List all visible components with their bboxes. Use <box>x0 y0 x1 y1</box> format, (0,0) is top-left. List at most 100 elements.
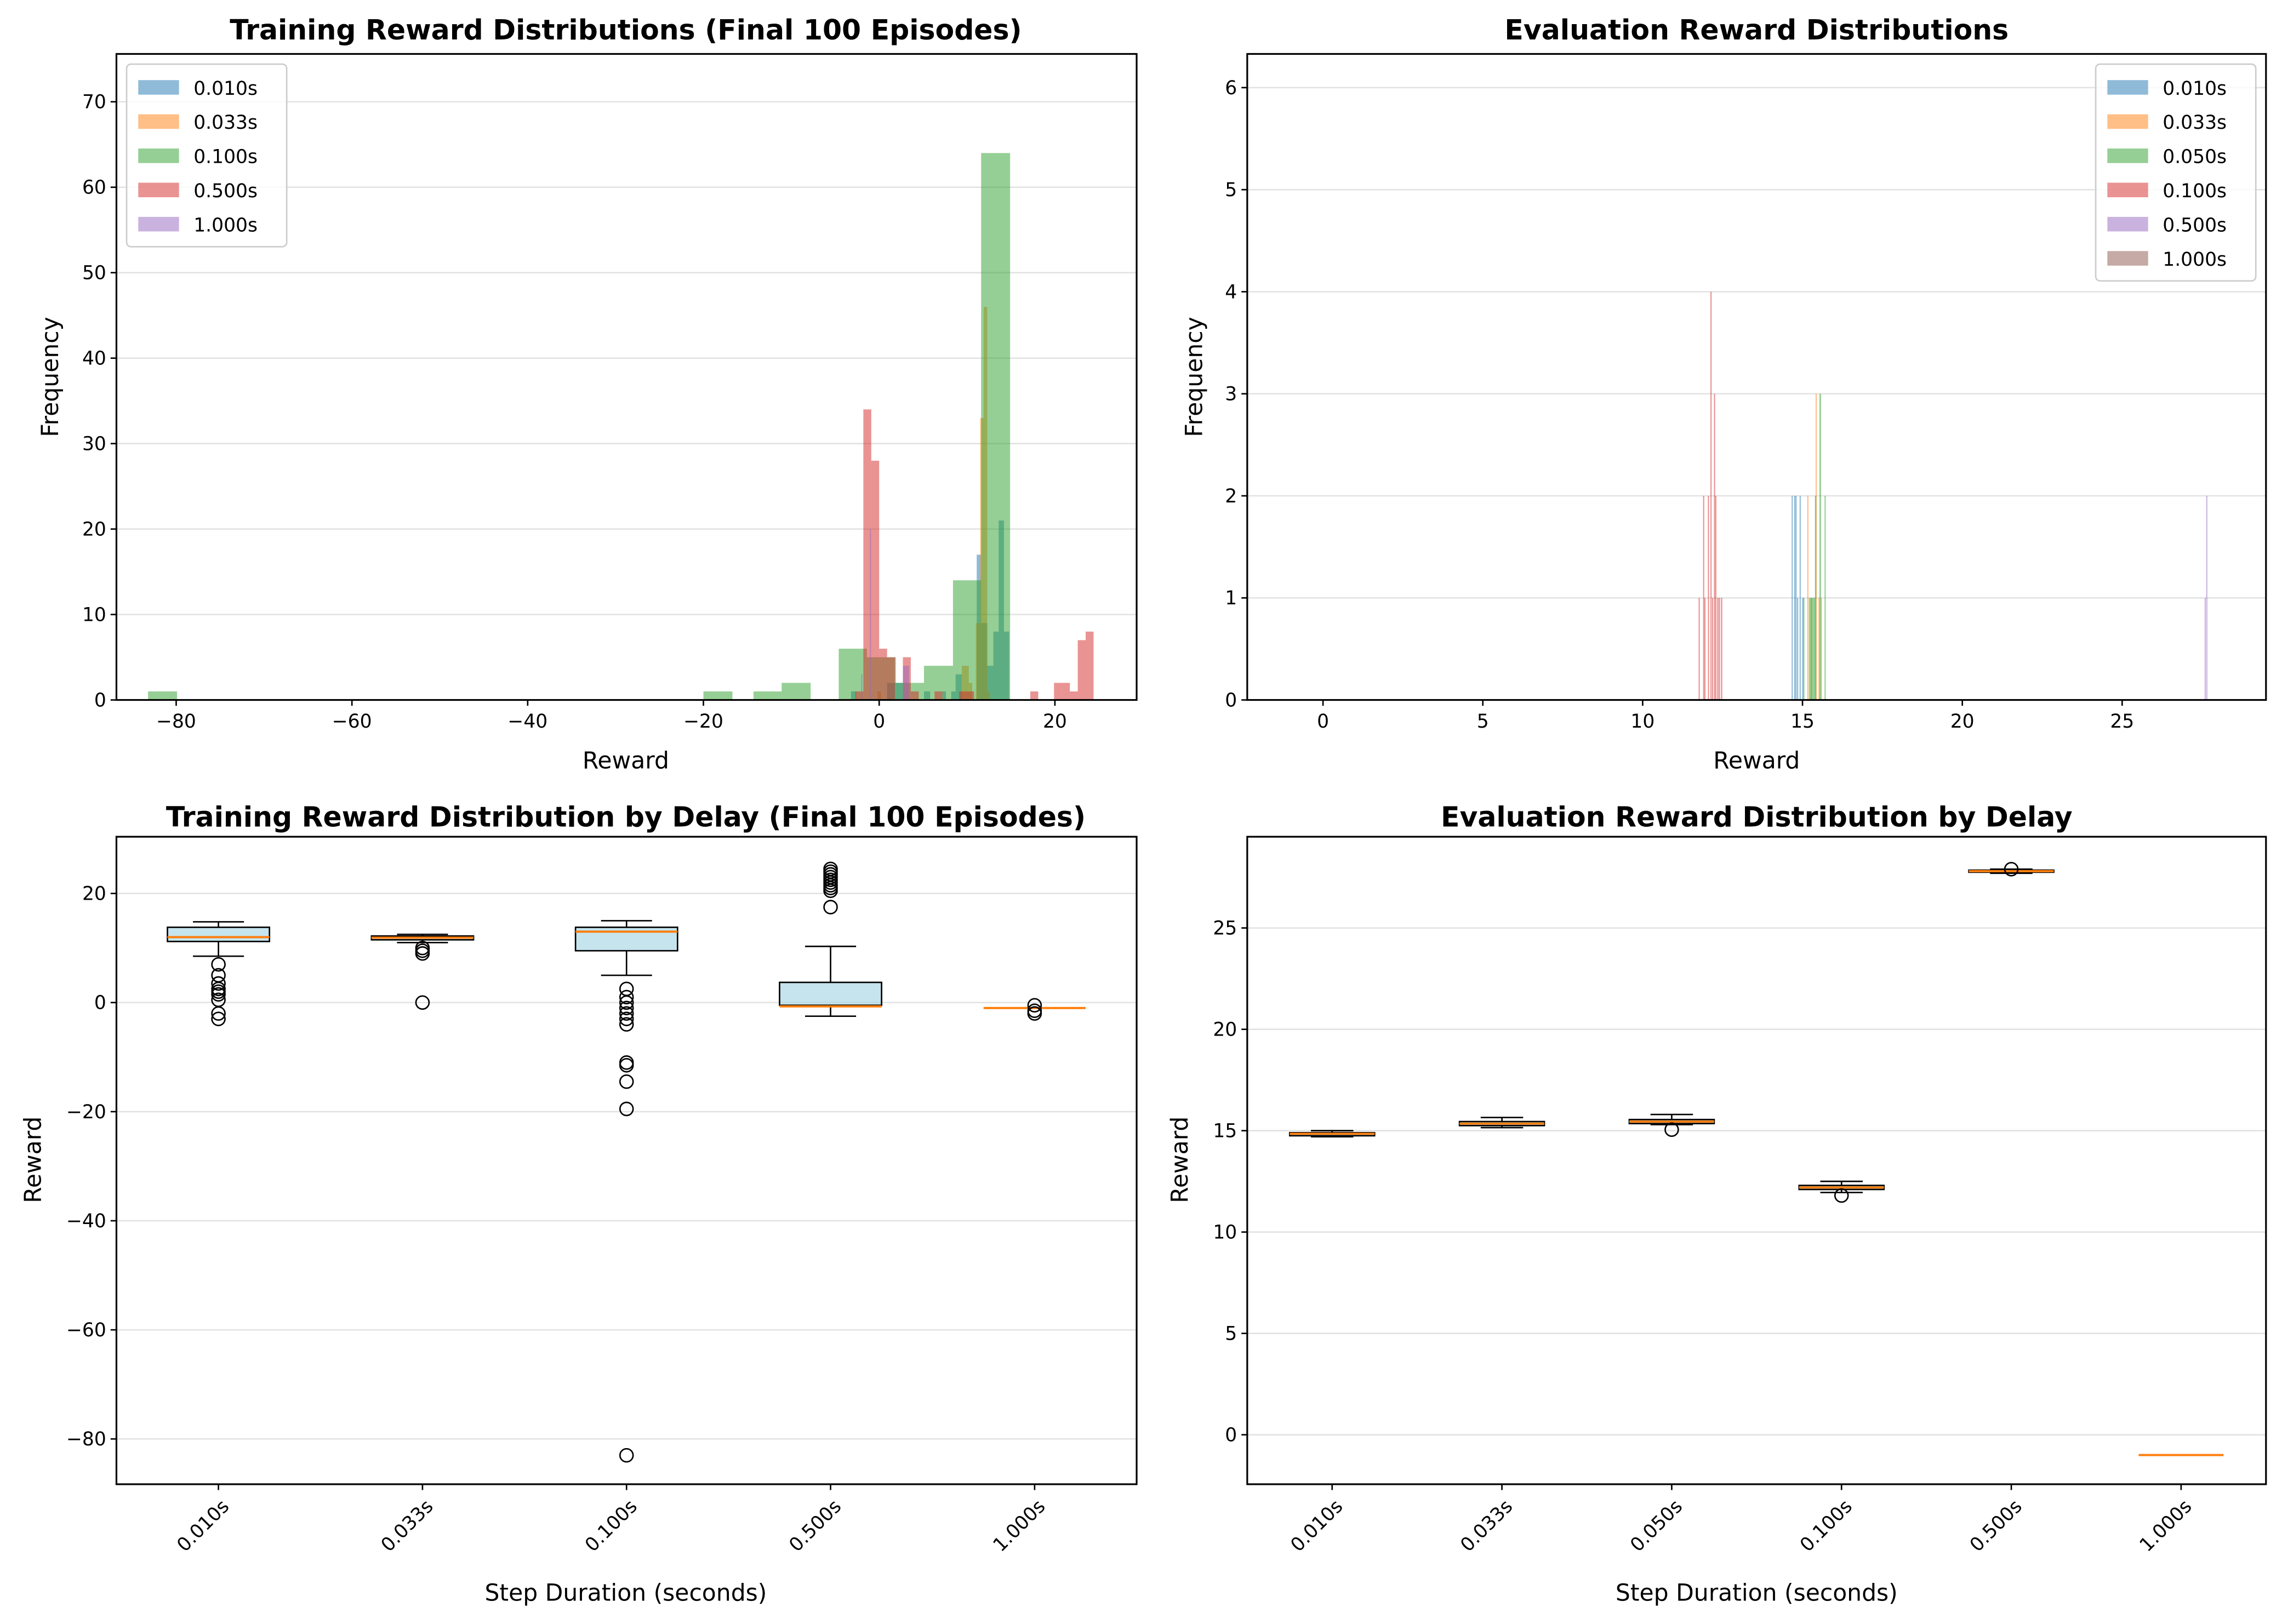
chart-title: Evaluation Reward Distributions <box>1504 14 2009 46</box>
outlier-point <box>1834 1188 1849 1203</box>
y-tick-label: 1 <box>1225 587 1237 609</box>
histogram-bar <box>1819 393 1821 700</box>
legend-label: 0.010s <box>2163 78 2227 100</box>
histogram-bar <box>1708 495 1709 700</box>
histogram-bar <box>1086 631 1094 700</box>
outlier-point <box>415 946 430 961</box>
x-tick-label: 20 <box>1950 711 1975 733</box>
legend-swatch <box>2107 216 2148 232</box>
histogram-bar <box>870 529 871 700</box>
x-tick-label: −80 <box>156 711 196 733</box>
y-tick-label: 70 <box>82 92 106 113</box>
histogram-bar <box>2206 495 2207 700</box>
histogram-bar <box>887 657 895 700</box>
x-axis-label: Reward <box>1713 747 1800 774</box>
histogram-bar <box>952 580 982 700</box>
legend-swatch <box>138 182 179 198</box>
x-tick-label: 5 <box>1477 711 1489 733</box>
box-0.010s <box>1288 1130 1376 1138</box>
y-tick-label: 2 <box>1225 485 1237 507</box>
histogram-bar <box>1799 495 1801 700</box>
x-tick-label: −40 <box>507 711 547 733</box>
histogram-bar <box>910 691 919 700</box>
y-tick-label: −80 <box>66 1428 106 1450</box>
histogram-bar <box>1794 495 1795 700</box>
histogram-bar <box>1704 598 1706 700</box>
plot-frame <box>1246 836 2267 1485</box>
y-tick-label: 6 <box>1225 77 1237 99</box>
outlier-point <box>211 1006 226 1021</box>
outlier-point <box>1027 1006 1042 1021</box>
box-0.100s <box>1798 1180 1885 1203</box>
outlier-point <box>211 976 226 991</box>
x-tick-label: 10 <box>1630 711 1655 733</box>
legend-label: 1.000s <box>2163 249 2227 271</box>
outlier-point <box>619 1017 634 1032</box>
x-tick-label: 20 <box>1043 711 1067 733</box>
histogram-bar <box>1715 495 1716 700</box>
outlier-point <box>619 1000 634 1016</box>
y-axis-label: Frequency <box>1182 317 1208 437</box>
histogram-bar <box>879 648 887 700</box>
y-tick-label: 20 <box>82 519 106 541</box>
y-tick-label: 4 <box>1225 281 1237 303</box>
y-tick-label: 0 <box>94 689 106 711</box>
x-axis-label: Step Duration (seconds) <box>1616 1580 1898 1606</box>
box-0.100s <box>574 920 678 1463</box>
legend-swatch <box>2107 148 2148 163</box>
histogram-bar <box>753 691 782 700</box>
y-tick-label: 30 <box>82 433 106 455</box>
histogram-bar <box>1030 691 1039 700</box>
legend-label: 0.033s <box>193 112 258 134</box>
legend-label: 0.500s <box>193 180 258 202</box>
histogram-bar <box>1792 495 1793 700</box>
y-tick-label: 3 <box>1225 384 1237 405</box>
legend-swatch <box>2107 251 2148 266</box>
histogram-bar <box>981 153 1011 700</box>
legend-swatch <box>138 148 179 163</box>
outlier-point <box>619 1011 634 1026</box>
outlier-point <box>415 995 430 1010</box>
legend-label: 0.050s <box>2163 146 2227 168</box>
histogram-bar <box>1721 598 1722 700</box>
outlier-point <box>211 957 226 972</box>
histogram-bar <box>1807 495 1809 700</box>
histogram-bar <box>1821 598 1822 700</box>
chart-title: Training Reward Distribution by Delay (F… <box>166 801 1086 833</box>
box <box>167 927 271 942</box>
y-tick-label: 10 <box>82 604 106 626</box>
y-tick-label: 5 <box>1225 179 1237 201</box>
outlier-point <box>211 987 226 1002</box>
histogram-bar <box>1803 598 1805 700</box>
y-axis-label: Reward <box>1167 1117 1194 1203</box>
histogram-bar <box>863 409 871 700</box>
y-tick-label: 10 <box>1213 1222 1237 1244</box>
outlier-point <box>211 1011 226 1026</box>
legend-swatch <box>2107 182 2148 198</box>
histogram-bar <box>148 691 178 700</box>
legend-swatch <box>138 114 179 129</box>
y-tick-label: 25 <box>1213 918 1237 940</box>
box-0.033s <box>1458 1117 1545 1129</box>
histogram-bar <box>861 674 863 700</box>
histogram-bar <box>781 683 811 700</box>
outlier-point <box>619 1448 634 1463</box>
legend-label: 1.000s <box>193 214 258 236</box>
evaluation-histogram-panel: Evaluation Reward Distributions Reward F… <box>1182 14 2267 774</box>
y-tick-label: 0 <box>1225 1425 1237 1446</box>
histogram-bar <box>1070 691 1078 700</box>
legend: 0.010s 0.033s 0.050s 0.100s 0.500s 1.000s <box>2095 63 2257 282</box>
legend-swatch <box>138 80 179 95</box>
legend-label: 0.100s <box>193 146 258 168</box>
histogram-bar <box>1797 598 1799 700</box>
outlier-point <box>2004 862 2019 877</box>
y-tick-label: 5 <box>1225 1323 1237 1345</box>
histogram-bar <box>1802 598 1804 700</box>
y-tick-label: −40 <box>66 1210 106 1232</box>
histogram-bar <box>1809 598 1816 700</box>
histogram-bar <box>1712 598 1714 700</box>
x-axis-label: Reward <box>583 747 669 774</box>
legend-label: 0.033s <box>2163 112 2227 134</box>
histogram-bar <box>1714 393 1715 700</box>
y-axis-label: Frequency <box>37 317 64 437</box>
